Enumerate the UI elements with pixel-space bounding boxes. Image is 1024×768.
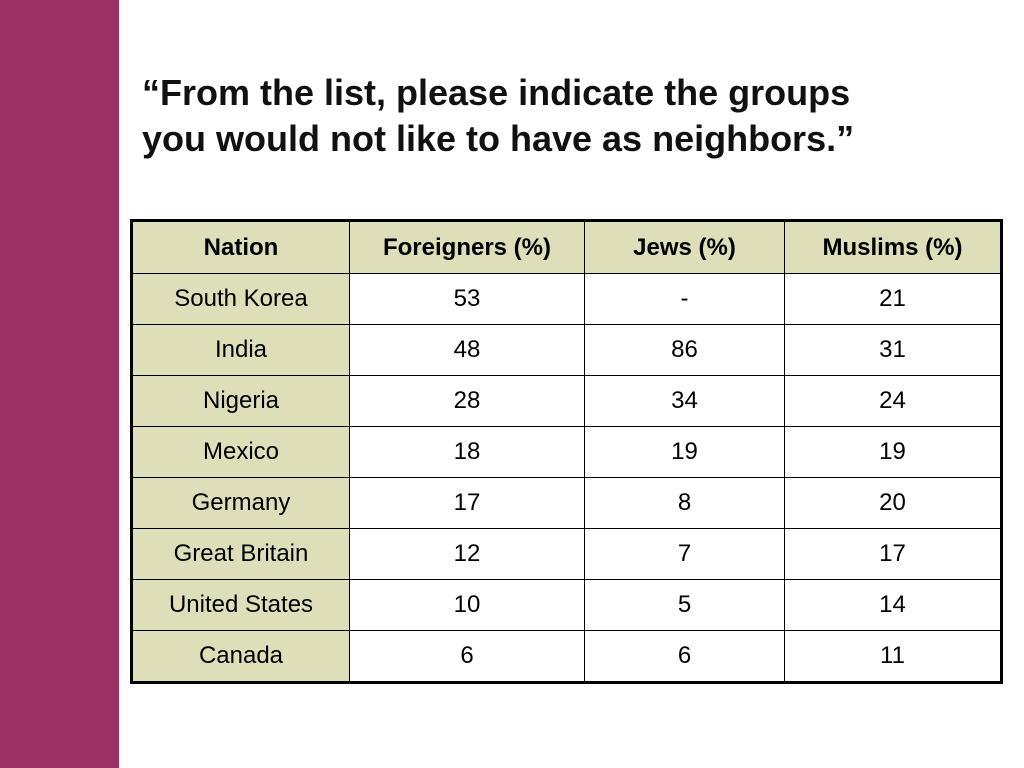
table-row: Great Britain 12 7 17	[131, 528, 1002, 580]
muslims-cell: 20	[784, 477, 1002, 529]
slide-title: “From the list, please indicate the grou…	[142, 70, 1002, 162]
muslims-cell: 24	[784, 375, 1002, 427]
table-row: South Korea 53 - 21	[131, 273, 1002, 325]
nation-cell: Nigeria	[131, 375, 350, 427]
nation-cell: United States	[131, 579, 350, 631]
foreigners-cell: 12	[349, 528, 585, 580]
muslims-cell: 17	[784, 528, 1002, 580]
slide-title-line: “From the list, please indicate the grou…	[142, 72, 851, 113]
table-row: Canada 6 6 11	[131, 630, 1002, 683]
jews-cell: 19	[584, 426, 785, 478]
jews-cell: -	[584, 273, 785, 325]
nation-cell: Great Britain	[131, 528, 350, 580]
table-header-row: Nation Foreigners (%) Jews (%) Muslims (…	[131, 220, 1002, 274]
column-header-foreigners: Foreigners (%)	[349, 220, 585, 274]
nation-cell: Mexico	[131, 426, 350, 478]
foreigners-cell: 53	[349, 273, 585, 325]
jews-cell: 8	[584, 477, 785, 529]
jews-cell: 7	[584, 528, 785, 580]
table-row: Mexico 18 19 19	[131, 426, 1002, 478]
muslims-cell: 11	[784, 630, 1002, 683]
side-accent-bar	[0, 0, 119, 768]
muslims-cell: 19	[784, 426, 1002, 478]
jews-cell: 34	[584, 375, 785, 427]
foreigners-cell: 10	[349, 579, 585, 631]
table-row: India 48 86 31	[131, 324, 1002, 376]
column-header-jews: Jews (%)	[584, 220, 785, 274]
nation-cell: India	[131, 324, 350, 376]
jews-cell: 86	[584, 324, 785, 376]
muslims-cell: 14	[784, 579, 1002, 631]
foreigners-cell: 18	[349, 426, 585, 478]
table-row: United States 10 5 14	[131, 579, 1002, 631]
column-header-nation: Nation	[131, 220, 350, 274]
table-row: Nigeria 28 34 24	[131, 375, 1002, 427]
muslims-cell: 31	[784, 324, 1002, 376]
nation-cell: Canada	[131, 630, 350, 683]
foreigners-cell: 17	[349, 477, 585, 529]
foreigners-cell: 48	[349, 324, 585, 376]
foreigners-cell: 6	[349, 630, 585, 683]
column-header-muslims: Muslims (%)	[784, 220, 1002, 274]
muslims-cell: 21	[784, 273, 1002, 325]
jews-cell: 6	[584, 630, 785, 683]
foreigners-cell: 28	[349, 375, 585, 427]
jews-cell: 5	[584, 579, 785, 631]
table-row: Germany 17 8 20	[131, 477, 1002, 529]
nation-cell: South Korea	[131, 273, 350, 325]
nation-cell: Germany	[131, 477, 350, 529]
survey-table: Nation Foreigners (%) Jews (%) Muslims (…	[130, 219, 1003, 684]
slide-title-line: you would not like to have as neighbors.…	[142, 118, 855, 159]
